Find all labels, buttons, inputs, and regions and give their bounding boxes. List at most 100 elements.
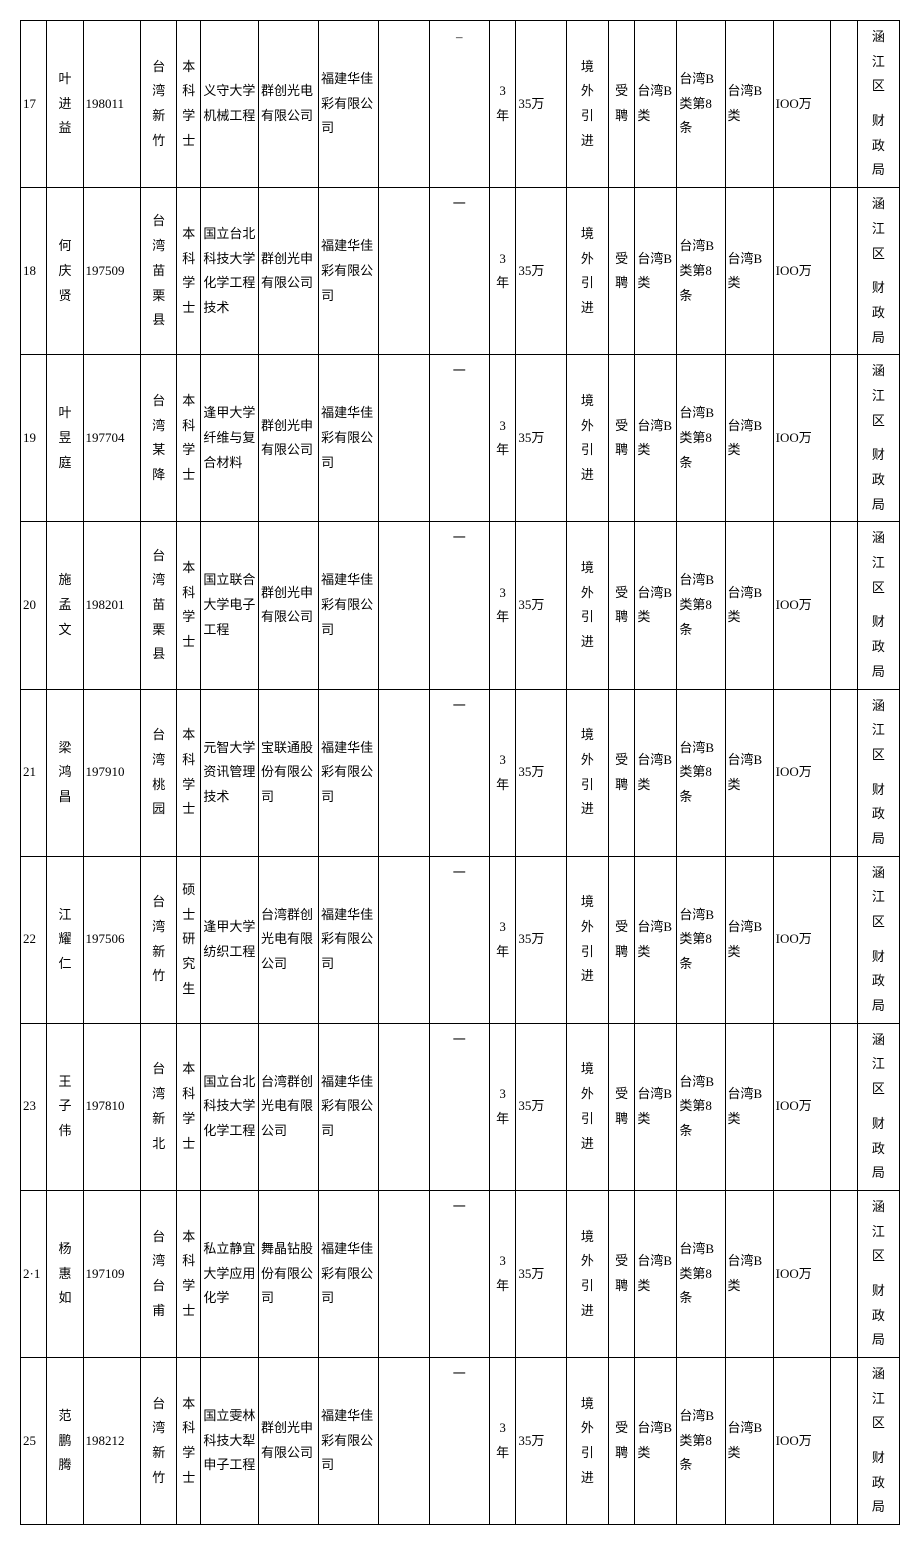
data-table: 17叶进益198011台湾新竹本科学士义守大学机械工程群创光电有限公司福建华佳彩… <box>20 20 900 1525</box>
row-number: 25 <box>21 1358 47 1525</box>
hire-cell: 受聘 <box>608 856 634 1023</box>
blank-cell <box>379 21 430 188</box>
amount-cell: IOO万 <box>773 1358 831 1525</box>
row-number: 20 <box>21 522 47 689</box>
school-cell: 私立静宜大学应用化学 <box>201 1190 259 1357</box>
amount-cell: IOO万 <box>773 1190 831 1357</box>
table-row: 18何庆贤197509台湾苗栗县本科学士国立台北科技大学化学工程技术群创光申有限… <box>21 188 900 355</box>
years-cell: 3年 <box>489 856 515 1023</box>
school-cell: 义守大学机械工程 <box>201 21 259 188</box>
hire-cell: 受聘 <box>608 188 634 355</box>
place-cell: 台湾台甫 <box>141 1190 177 1357</box>
class1-cell: 台湾B类 <box>635 689 677 856</box>
date-cell: 197509 <box>83 188 141 355</box>
date-cell: 197810 <box>83 1023 141 1190</box>
amount-cell: IOO万 <box>773 522 831 689</box>
date-cell: 197910 <box>83 689 141 856</box>
intro-cell: 境外引进 <box>566 689 608 856</box>
intro-cell: 境外引进 <box>566 1023 608 1190</box>
place-cell: 台湾桃园 <box>141 689 177 856</box>
blank-cell <box>831 522 857 689</box>
company-b-cell: 福建华佳彩有限公司 <box>319 856 379 1023</box>
hire-cell: 受聘 <box>608 689 634 856</box>
company-a-cell: 群创光电有限公司 <box>259 21 319 188</box>
class1-cell: 台湾B类 <box>635 856 677 1023</box>
blank-cell <box>831 1358 857 1525</box>
company-b-cell: 福建华佳彩有限公司 <box>319 188 379 355</box>
name-cell: 何庆贤 <box>47 188 83 355</box>
blank-cell <box>379 1190 430 1357</box>
class1-cell: 台湾B类 <box>635 188 677 355</box>
table-row: 20施孟文198201台湾苗栗县本科学士国立联合大学电子工程群创光申有限公司福建… <box>21 522 900 689</box>
years-cell: 3年 <box>489 355 515 522</box>
hire-cell: 受聘 <box>608 1190 634 1357</box>
amount-cell: IOO万 <box>773 21 831 188</box>
hire-cell: 受聘 <box>608 1023 634 1190</box>
company-a-cell: 台湾群创光电有限公司 <box>259 1023 319 1190</box>
intro-cell: 境外引进 <box>566 522 608 689</box>
amount-cell: IOO万 <box>773 689 831 856</box>
row-number: 2·1 <box>21 1190 47 1357</box>
blank-cell <box>379 355 430 522</box>
table-row: 23王子伟197810台湾新北本科学士国立台北科技大学化学工程台湾群创光电有限公… <box>21 1023 900 1190</box>
dash-cell: 一 <box>429 522 489 689</box>
blank-cell <box>379 1023 430 1190</box>
company-b-cell: 福建华佳彩有限公司 <box>319 689 379 856</box>
class1-cell: 台湾B类 <box>635 1190 677 1357</box>
salary-cell: 35万 <box>516 355 567 522</box>
blank-cell <box>831 355 857 522</box>
blank-cell <box>831 1023 857 1190</box>
clause-cell: 台湾B类第8条 <box>677 1190 725 1357</box>
place-cell: 台湾某降 <box>141 355 177 522</box>
table-row: 19叶昱庭197704台湾某降本科学士逢甲大学纤维与复合材料群创光申有限公司福建… <box>21 355 900 522</box>
years-cell: 3年 <box>489 188 515 355</box>
place-cell: 台湾新竹 <box>141 21 177 188</box>
bureau-cell: 涵江区财政局 <box>857 188 899 355</box>
bureau-cell: 涵江区财政局 <box>857 856 899 1023</box>
hire-cell: 受聘 <box>608 21 634 188</box>
date-cell: 197704 <box>83 355 141 522</box>
company-b-cell: 福建华佳彩有限公司 <box>319 1190 379 1357</box>
intro-cell: 境外引进 <box>566 355 608 522</box>
bureau-cell: 涵江区财政局 <box>857 522 899 689</box>
blank-cell <box>379 188 430 355</box>
date-cell: 197506 <box>83 856 141 1023</box>
table-row: 21梁鸿昌197910台湾桃园本科学士元智大学资讯管理技术宝联通股份有限公司福建… <box>21 689 900 856</box>
company-b-cell: 福建华佳彩有限公司 <box>319 355 379 522</box>
bureau-cell: 涵江区财政局 <box>857 1358 899 1525</box>
salary-cell: 35万 <box>516 188 567 355</box>
company-b-cell: 福建华佳彩有限公司 <box>319 522 379 689</box>
class2-cell: 台湾B类 <box>725 1358 773 1525</box>
table-row: 2·1杨惠如197109台湾台甫本科学士私立静宜大学应用化学舞晶钻股份有限公司福… <box>21 1190 900 1357</box>
hire-cell: 受聘 <box>608 1358 634 1525</box>
name-cell: 施孟文 <box>47 522 83 689</box>
company-a-cell: 宝联通股份有限公司 <box>259 689 319 856</box>
blank-cell <box>379 1358 430 1525</box>
place-cell: 台湾新竹 <box>141 1358 177 1525</box>
school-cell: 国立台北科技大学化学工程 <box>201 1023 259 1190</box>
class2-cell: 台湾B类 <box>725 188 773 355</box>
class2-cell: 台湾B类 <box>725 856 773 1023</box>
row-number: 22 <box>21 856 47 1023</box>
company-a-cell: 舞晶钻股份有限公司 <box>259 1190 319 1357</box>
clause-cell: 台湾B类第8条 <box>677 188 725 355</box>
salary-cell: 35万 <box>516 1358 567 1525</box>
company-b-cell: 福建华佳彩有限公司 <box>319 21 379 188</box>
school-cell: 国立联合大学电子工程 <box>201 522 259 689</box>
hire-cell: 受聘 <box>608 522 634 689</box>
name-cell: 叶进益 <box>47 21 83 188</box>
class1-cell: 台湾B类 <box>635 1358 677 1525</box>
dash-cell: 一 <box>429 689 489 856</box>
degree-cell: 本科学士 <box>177 1190 201 1357</box>
date-cell: 198201 <box>83 522 141 689</box>
dash-cell: 一 <box>429 1023 489 1190</box>
years-cell: 3年 <box>489 1358 515 1525</box>
table-row: 25范鹏腾198212台湾新竹本科学士国立雯林科技大犁申子工程群创光申有限公司福… <box>21 1358 900 1525</box>
name-cell: 范鹏腾 <box>47 1358 83 1525</box>
company-b-cell: 福建华佳彩有限公司 <box>319 1023 379 1190</box>
company-b-cell: 福建华佳彩有限公司 <box>319 1358 379 1525</box>
date-cell: 198212 <box>83 1358 141 1525</box>
intro-cell: 境外引进 <box>566 856 608 1023</box>
school-cell: 逢甲大学纺织工程 <box>201 856 259 1023</box>
years-cell: 3年 <box>489 522 515 689</box>
